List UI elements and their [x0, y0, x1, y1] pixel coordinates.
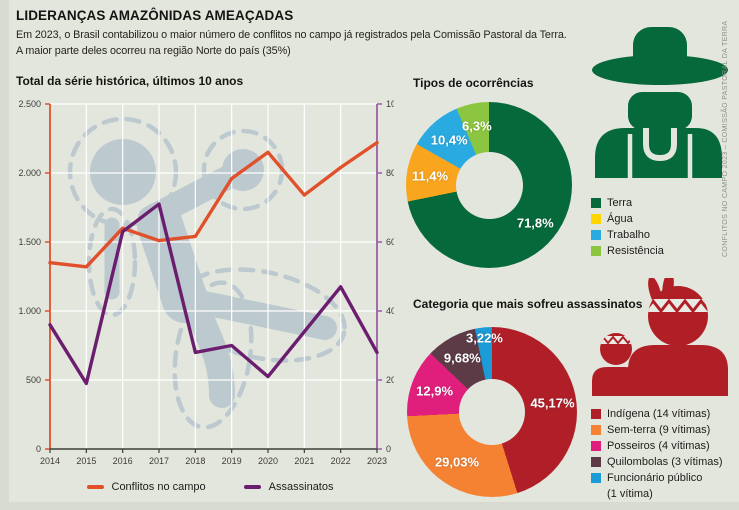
legend-label: Funcionário público [607, 472, 703, 484]
page-subtitle-line2: A maior parte deles ocorreu na região No… [16, 45, 291, 57]
page-subtitle-line1: Em 2023, o Brasil contabilizou o maior n… [16, 29, 567, 41]
chart-axes [45, 103, 382, 453]
donut1-legend: Terra Água Trabalho Resistência [591, 195, 664, 259]
legend-label: Sem-terra (9 vítimas) [607, 424, 711, 436]
donut-hole [459, 379, 525, 445]
pie-legend-item: Quilombolas (3 vítimas) [591, 454, 723, 470]
legend-label: Quilombolas (3 vítimas) [607, 456, 723, 468]
donut-slice-label: 10,4% [430, 132, 468, 148]
y-left-tick-label: 2.500 [18, 99, 41, 109]
y-left-tick-label: 1.000 [18, 306, 41, 316]
donut-slice-label: 9,68% [443, 350, 481, 366]
legend-label: Terra [607, 197, 633, 209]
donut2-title: Categoria que mais sofreu assassinatos [413, 297, 643, 311]
line-chart-legend: Conflitos no campo Assassinatos [40, 481, 380, 493]
y-left-tick-label: 500 [26, 375, 41, 385]
legend-color-swatch [591, 409, 601, 419]
y-left-tick-label: 1.500 [18, 237, 41, 247]
x-tick-label: 2016 [113, 456, 133, 466]
y-right-tick-label: 60 [386, 237, 394, 247]
donut-slice-label: 12,9% [416, 383, 454, 399]
x-tick-label: 2022 [331, 456, 351, 466]
line-chart-title: Total da série histórica, últimos 10 ano… [16, 74, 244, 88]
line-legend-item: Conflitos no campo [86, 481, 206, 493]
donut-slice-label: 6,3% [462, 118, 492, 134]
legend-label: Trabalho [607, 229, 651, 241]
y-right-tick-label: 20 [386, 375, 394, 385]
x-tick-label: 2017 [149, 456, 169, 466]
pie-legend-item: Terra [591, 195, 664, 211]
legend-label: Água [607, 213, 633, 225]
x-tick-label: 2014 [40, 456, 60, 466]
legend-color-swatch [591, 230, 601, 240]
y-left-tick-label: 0 [36, 444, 41, 454]
legend-color-swatch [591, 457, 601, 467]
donut-chart-tipos-ocorrencias: 71,8% 11,4% 10,4% 6,3% [406, 102, 572, 268]
legend-label: Assassinatos [268, 481, 334, 493]
legend-color-swatch [591, 425, 601, 435]
line-legend-item: Assassinatos [243, 481, 334, 493]
y-right-tick-label: 0 [386, 444, 391, 454]
y-left-tick-label: 2.000 [18, 168, 41, 178]
pie-legend-item: Funcionário público (1 vítima) [591, 470, 723, 502]
x-tick-label: 2020 [258, 456, 278, 466]
series-line-conflitos-no-campo [48, 140, 379, 269]
legend-label: Indígena (14 vítimas) [607, 408, 711, 420]
legend-dash-swatch [86, 484, 104, 490]
donut-slice-label: 71,8% [516, 215, 554, 231]
legend-label: Resistência [607, 245, 664, 257]
chart-series-lines [48, 140, 379, 386]
donut-slice-label: 45,17% [530, 395, 575, 411]
legend-dash-swatch [243, 484, 261, 490]
chart-tick-labels: 0 500 1.000 1.500 2.000 2.500 0 20 40 60 80 100 2014… [18, 99, 394, 466]
pie-legend-item: Trabalho [591, 227, 664, 243]
page-title: LIDERANÇAS AMAZÔNIDAS AMEAÇADAS [16, 8, 294, 23]
pie-legend-item: Posseiros (4 vítimas) [591, 438, 723, 454]
y-right-tick-label: 100 [386, 99, 394, 109]
x-tick-label: 2015 [76, 456, 96, 466]
left-edge-strip [0, 0, 9, 510]
x-tick-label: 2018 [185, 456, 205, 466]
pie-legend-item: Resistência [591, 243, 664, 259]
donut-hole [455, 151, 523, 219]
y-right-tick-label: 80 [386, 168, 394, 178]
donut-slice-label: 11,4% [411, 168, 449, 184]
legend-label: Posseiros (4 vítimas) [607, 440, 710, 452]
legend-color-swatch [591, 198, 601, 208]
donut2-legend: Indígena (14 vítimas) Sem-terra (9 vítima… [591, 406, 723, 502]
donut1-title: Tipos de ocorrências [413, 76, 534, 90]
donut-chart-categoria-assassinatos: 45,17% 29,03% 12,9% 9,68% 3,22% [407, 327, 577, 497]
line-chart-svg: 0 500 1.000 1.500 2.000 2.500 0 20 40 60 80 100 2014… [18, 99, 394, 466]
indigenous-people-icon [592, 278, 728, 396]
legend-color-swatch [591, 246, 601, 256]
legend-label: Conflitos no campo [111, 481, 206, 493]
x-tick-label: 2019 [222, 456, 242, 466]
legend-color-swatch [591, 473, 601, 483]
x-tick-label: 2023 [367, 456, 387, 466]
legend-color-swatch [591, 441, 601, 451]
donut-slice-label: 29,03% [434, 454, 480, 470]
legend-color-swatch [591, 214, 601, 224]
bottom-edge-strip [0, 502, 739, 510]
y-right-tick-label: 40 [386, 306, 394, 316]
pie-legend-item: Sem-terra (9 vítimas) [591, 422, 723, 438]
donut-slice-label: 3,22% [466, 330, 503, 346]
credit-vertical-text: CONFLITOS NO CAMPO 2023 – COMISSÃO PASTO… [722, 20, 729, 257]
pie-legend-item: Água [591, 211, 664, 227]
pie-legend-item: Indígena (14 vítimas) [591, 406, 723, 422]
series-line-assassinatos [48, 202, 379, 386]
x-tick-label: 2021 [294, 456, 314, 466]
farmer-icon [592, 27, 728, 178]
legend-label-line2: (1 vítima) [607, 488, 653, 500]
